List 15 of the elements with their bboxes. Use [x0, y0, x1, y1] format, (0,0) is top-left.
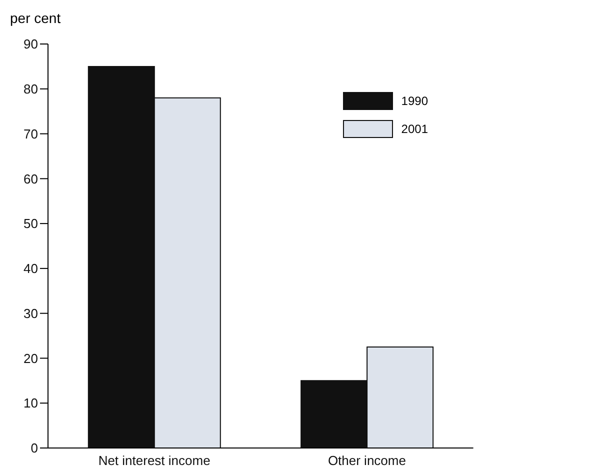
y-tick-label: 40 — [24, 261, 38, 276]
y-tick-label: 80 — [24, 82, 38, 97]
x-tick-label: Other income — [328, 453, 406, 468]
y-tick-label: 10 — [24, 396, 38, 411]
y-tick-label: 30 — [24, 306, 38, 321]
legend-label: 2001 — [401, 122, 428, 136]
y-tick-label: 0 — [30, 440, 38, 456]
y-tick-label: 20 — [24, 350, 38, 366]
legend-label: 1990 — [401, 94, 428, 108]
y-tick-label: 60 — [24, 171, 38, 186]
y-tick-label: 90 — [24, 36, 38, 52]
y-tick-label: 70 — [24, 126, 38, 142]
y-tick-label: 50 — [24, 216, 38, 232]
x-tick-label: Net interest income — [98, 453, 210, 468]
y-axis-title: per cent — [9, 9, 62, 28]
